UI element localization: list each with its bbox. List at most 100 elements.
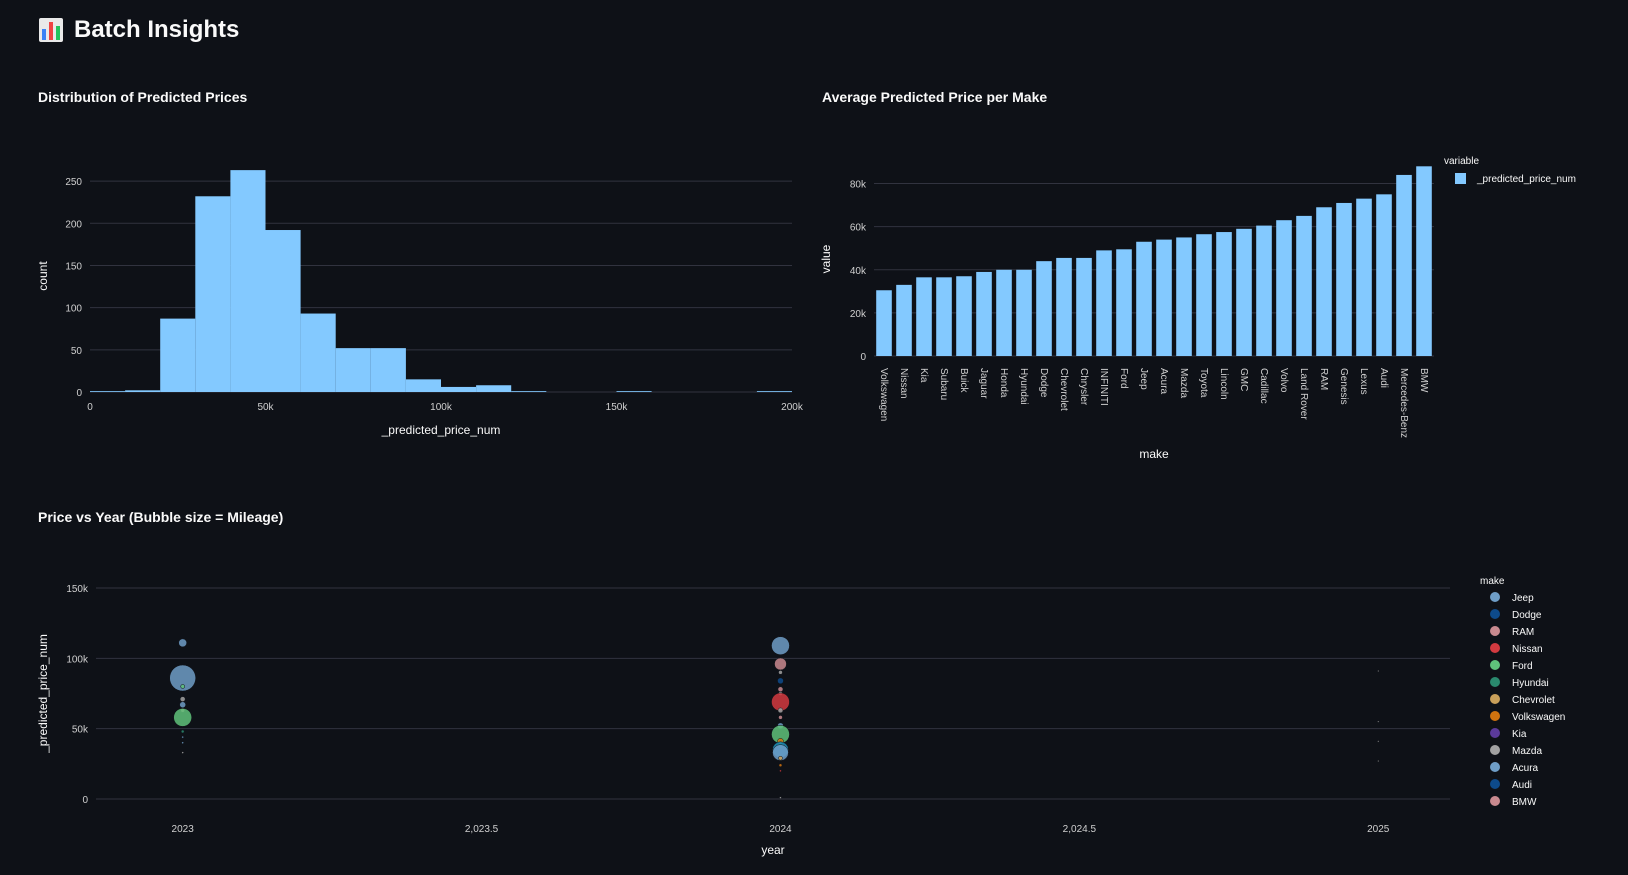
x-tick-label: 2,023.5: [465, 824, 499, 835]
histogram-bar: [335, 348, 371, 392]
y-axis-label: count: [36, 261, 50, 291]
category-label: RAM: [1318, 368, 1329, 390]
make-bar: [976, 271, 992, 356]
y-tick-label: 0: [860, 352, 866, 363]
legend-label: Chevrolet: [1512, 695, 1555, 706]
bubble-point: [1377, 759, 1380, 763]
histogram-title: Distribution of Predicted Prices: [38, 89, 248, 105]
make-bar: [1336, 202, 1352, 356]
y-tick-label: 0: [76, 388, 82, 399]
bubble-chart[interactable]: 0 50k 100k 150k 2023 2,023.5 2024 2,024.5 2025 ye…: [0, 540, 1628, 875]
histogram-bar: [405, 379, 441, 392]
y-tick-label: 50: [71, 346, 83, 357]
make-bar: [1296, 215, 1312, 356]
legend-marker: [1490, 779, 1500, 789]
bubble-point: [778, 755, 783, 761]
x-tick-label: 2025: [1367, 824, 1390, 835]
bubble-point: [777, 707, 784, 714]
bubble-point: [1377, 740, 1380, 743]
y-tick-label: 50k: [72, 725, 89, 736]
category-label: Hyundai: [1018, 368, 1029, 405]
category-label: Cadillac: [1258, 368, 1269, 404]
histogram-bar: [441, 386, 477, 392]
bubble-point: [180, 729, 185, 734]
category-label: Toyota: [1198, 368, 1209, 398]
make-bar: [1416, 166, 1432, 356]
histogram-chart[interactable]: 0 50 100 150 200 250 0 50k 100k 150k 200k _predicte…: [0, 120, 810, 450]
histogram-bar: [265, 230, 301, 392]
legend-label: Hyundai: [1512, 678, 1549, 689]
category-label: BMW: [1418, 368, 1429, 393]
make-bar: [1156, 239, 1172, 356]
bubble-point: [173, 708, 192, 727]
legend-label: Dodge: [1512, 610, 1542, 621]
category-label: Kia: [918, 368, 929, 383]
y-tick-label: 40k: [850, 266, 867, 277]
make-bar: [1016, 269, 1032, 356]
x-tick-label: 2023: [172, 824, 195, 835]
bubble-point: [169, 664, 196, 692]
category-label: Dodge: [1038, 368, 1049, 398]
make-bar: [1096, 250, 1112, 356]
avg-price-title: Average Predicted Price per Make: [822, 89, 1048, 105]
y-tick-label: 150k: [66, 584, 89, 595]
make-bar: [1116, 249, 1132, 356]
legend-label: Acura: [1512, 763, 1539, 774]
legend-label: Kia: [1512, 729, 1527, 740]
histogram-bar: [756, 391, 792, 392]
histogram-bar: [476, 385, 512, 392]
legend-label: Ford: [1512, 661, 1533, 672]
x-tick-label: 100k: [430, 402, 453, 413]
make-bar: [1376, 194, 1392, 356]
make-bar: [1056, 257, 1072, 356]
category-label: Lexus: [1358, 368, 1369, 395]
legend-label: RAM: [1512, 627, 1534, 638]
make-bar: [1396, 174, 1412, 356]
y-tick-label: 80k: [850, 180, 867, 191]
y-tick-label: 150: [65, 261, 82, 272]
make-bar: [1176, 237, 1192, 356]
legend-label: Jeep: [1512, 593, 1534, 604]
bubble-point: [774, 657, 787, 671]
legend-marker: [1490, 745, 1500, 755]
category-label: Chrysler: [1078, 368, 1089, 406]
bar-chart-icon: [39, 18, 63, 42]
bubble-point: [180, 684, 185, 689]
page-header: Batch Insights: [38, 12, 239, 48]
x-tick-label: 2024: [769, 824, 792, 835]
legend-label: _predicted_price_num: [1476, 174, 1576, 185]
x-tick-label: 200k: [781, 402, 804, 413]
histogram-bar: [90, 391, 126, 392]
make-bar: [1216, 232, 1232, 356]
y-tick-label: 0: [82, 795, 88, 806]
make-bar: [936, 277, 952, 356]
histogram-bar: [511, 391, 547, 392]
bubble-point: [181, 751, 184, 754]
x-tick-label: 2,024.5: [1063, 824, 1097, 835]
bubble-point: [181, 735, 184, 739]
make-bar: [1276, 220, 1292, 356]
y-axis-label: value: [819, 244, 833, 273]
y-tick-label: 60k: [850, 223, 867, 234]
histogram-bar: [125, 390, 161, 392]
bubble-point: [179, 696, 186, 702]
category-label: Lincoln: [1218, 368, 1229, 400]
category-label: Audi: [1378, 368, 1389, 388]
x-axis-label: year: [761, 843, 784, 857]
avg-price-chart[interactable]: 0 20k 40k 60k 80k Volkswagen Nissan Kia Subaru Bu…: [810, 120, 1628, 470]
bubble-point: [179, 701, 186, 709]
category-label: Land Rover: [1298, 368, 1309, 420]
x-axis-label: _predicted_price_num: [381, 423, 501, 437]
bubble-point: [772, 744, 789, 761]
bubble-point: [778, 715, 783, 720]
bubble-point: [1377, 669, 1380, 673]
legend-marker: [1490, 796, 1500, 806]
legend-marker: [1490, 694, 1500, 704]
category-label: Chevrolet: [1058, 368, 1069, 411]
category-label: INFINITI: [1098, 368, 1109, 406]
make-bar: [1236, 228, 1252, 356]
y-tick-label: 20k: [850, 309, 867, 320]
bubble-point: [1377, 720, 1380, 723]
page-title: Batch Insights: [74, 16, 240, 43]
